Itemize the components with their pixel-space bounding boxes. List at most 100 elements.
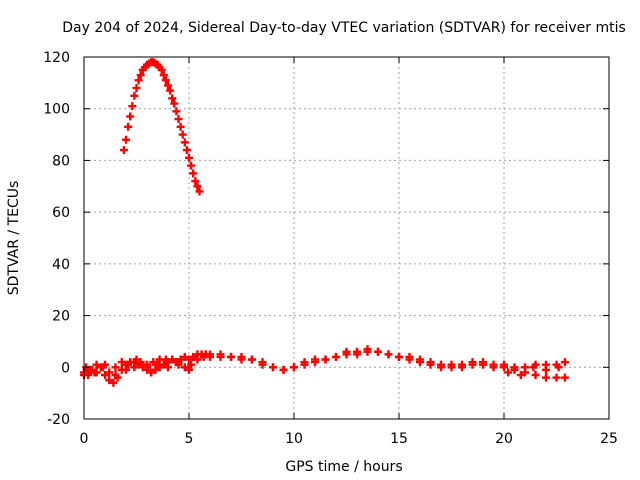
data-point bbox=[542, 365, 550, 374]
data-point bbox=[111, 371, 120, 380]
data-point bbox=[92, 360, 101, 369]
data-point bbox=[111, 363, 120, 372]
data-point bbox=[416, 358, 424, 367]
data-point bbox=[126, 112, 135, 121]
data-point bbox=[342, 350, 351, 359]
data-point bbox=[157, 65, 166, 74]
data-point bbox=[124, 360, 133, 369]
data-point bbox=[185, 153, 193, 162]
data-point bbox=[128, 102, 137, 111]
data-point bbox=[195, 187, 204, 196]
data-point bbox=[90, 368, 99, 377]
x-tick-label: 10 bbox=[285, 431, 303, 447]
y-tick-label: 120 bbox=[43, 50, 70, 66]
x-tick-label: 25 bbox=[600, 431, 618, 447]
data-point bbox=[185, 355, 193, 364]
y-tick-label: -20 bbox=[47, 412, 70, 428]
data-points bbox=[80, 58, 569, 387]
data-point bbox=[447, 363, 456, 372]
data-point bbox=[168, 94, 177, 103]
data-point bbox=[227, 352, 235, 361]
data-point bbox=[136, 71, 145, 80]
data-point bbox=[529, 363, 538, 372]
y-tick-label: 100 bbox=[43, 102, 70, 118]
data-point bbox=[147, 368, 156, 377]
data-point bbox=[395, 352, 403, 361]
data-point bbox=[321, 355, 330, 364]
data-point bbox=[149, 358, 158, 367]
data-point bbox=[353, 350, 361, 359]
x-tick-label: 0 bbox=[80, 431, 89, 447]
data-point bbox=[542, 373, 550, 382]
data-point bbox=[405, 355, 414, 364]
data-point bbox=[216, 352, 225, 361]
data-point bbox=[185, 365, 193, 374]
data-point bbox=[554, 363, 563, 372]
data-point bbox=[521, 363, 529, 372]
data-point bbox=[174, 358, 183, 367]
data-point bbox=[531, 371, 540, 380]
data-point bbox=[109, 378, 118, 387]
data-point bbox=[187, 161, 196, 170]
data-point bbox=[132, 355, 141, 364]
data-point bbox=[500, 363, 508, 372]
y-axis-title: SDTVAR / TECUs bbox=[6, 181, 22, 296]
data-point bbox=[182, 146, 191, 155]
data-point bbox=[437, 363, 445, 372]
data-point bbox=[172, 107, 181, 116]
data-point bbox=[258, 360, 267, 369]
data-point bbox=[180, 138, 189, 147]
data-point bbox=[119, 146, 128, 155]
data-point bbox=[86, 365, 95, 374]
data-point bbox=[426, 360, 435, 369]
data-point bbox=[161, 76, 170, 85]
data-point bbox=[134, 76, 143, 85]
data-point bbox=[516, 371, 525, 380]
data-point bbox=[101, 360, 109, 369]
data-point bbox=[164, 81, 172, 90]
data-point bbox=[248, 355, 256, 364]
data-point bbox=[206, 352, 214, 361]
x-tick-label: 5 bbox=[185, 431, 194, 447]
chart-title: Day 204 of 2024, Sidereal Day-to-day VTE… bbox=[62, 20, 626, 36]
x-tick-label: 15 bbox=[390, 431, 408, 447]
data-point bbox=[384, 350, 393, 359]
data-point bbox=[489, 363, 498, 372]
y-tick-label: 0 bbox=[61, 360, 70, 376]
x-axis-title: GPS time / hours bbox=[285, 459, 402, 475]
data-point bbox=[458, 363, 466, 372]
plot-frame bbox=[83, 56, 610, 420]
data-point bbox=[174, 115, 183, 124]
data-point bbox=[122, 365, 130, 374]
data-point bbox=[290, 363, 298, 372]
y-tick-label: 20 bbox=[52, 309, 70, 325]
data-point bbox=[180, 363, 189, 372]
data-point bbox=[374, 347, 382, 356]
data-point bbox=[510, 365, 519, 374]
data-point bbox=[178, 130, 187, 139]
data-point bbox=[136, 358, 145, 367]
data-point bbox=[560, 358, 569, 367]
data-point bbox=[311, 358, 319, 367]
data-point bbox=[189, 352, 198, 361]
data-point bbox=[130, 91, 139, 100]
data-point bbox=[237, 355, 246, 364]
data-point bbox=[105, 368, 114, 377]
data-point bbox=[191, 177, 200, 186]
data-point bbox=[164, 363, 172, 372]
data-point bbox=[105, 376, 114, 385]
data-point bbox=[300, 360, 309, 369]
data-point bbox=[124, 122, 133, 131]
y-tick-label: 40 bbox=[52, 257, 70, 273]
y-tick-label: 80 bbox=[52, 153, 70, 169]
data-point bbox=[117, 358, 126, 367]
data-point bbox=[560, 373, 569, 382]
data-point bbox=[269, 363, 277, 372]
data-point bbox=[132, 84, 141, 93]
data-point bbox=[552, 373, 561, 382]
axis-ticks: 0 5 10 15 20 25 -20 0 20 40 60 80 100 120 bbox=[43, 50, 618, 447]
data-point bbox=[332, 352, 340, 361]
data-point bbox=[101, 371, 109, 380]
data-point bbox=[468, 360, 477, 369]
